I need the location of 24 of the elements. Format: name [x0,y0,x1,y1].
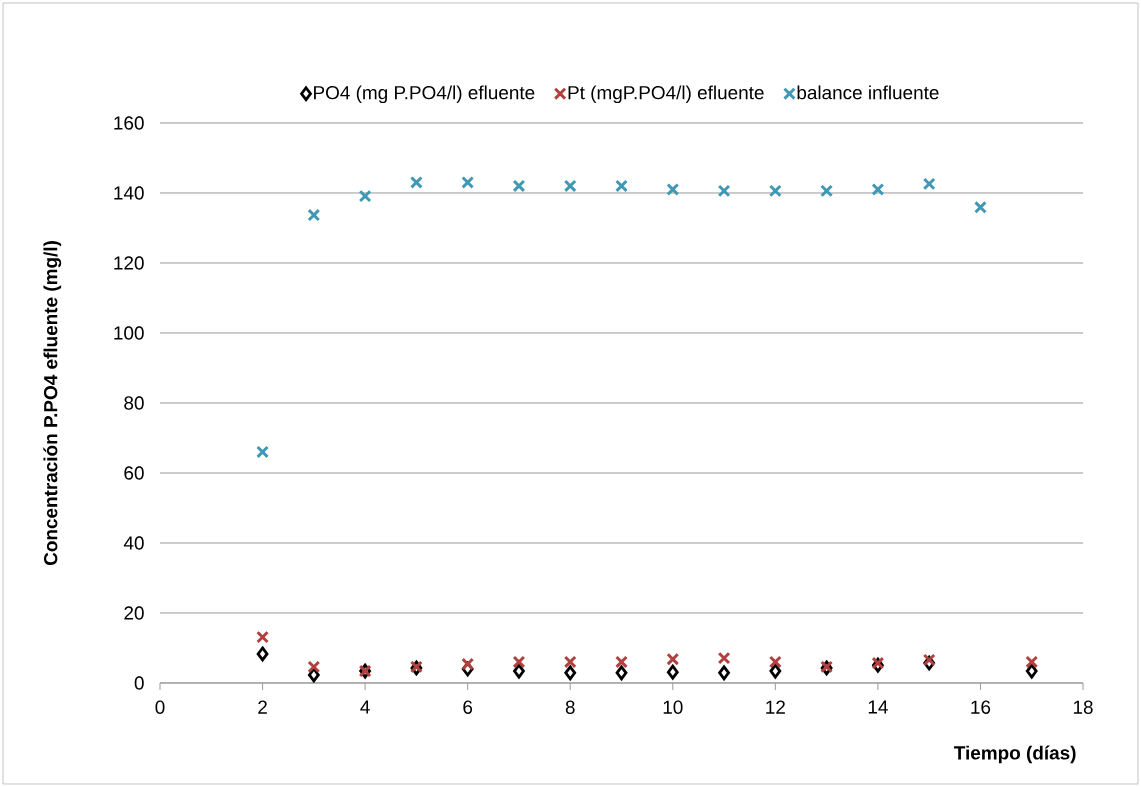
y-tick-label: 160 [114,116,144,130]
y-tick-label: 80 [124,396,144,410]
legend-label: balance influente [797,85,939,100]
y-tick-label: 100 [114,326,144,340]
x-tick-label: 2 [258,700,267,714]
x-tick-label: 6 [463,700,473,714]
x-tick-label: 18 [1073,700,1093,714]
x-tick-label: 14 [868,700,888,714]
y-axis-title: Concentración P.PO4 efluente (mg/l) [43,241,62,566]
y-tick-label: 0 [134,676,144,690]
legend-label: PO4 (mg P.PO4/l) efluente [314,85,535,104]
y-tick-label: 140 [114,186,144,200]
x-tick-label: 10 [663,700,683,714]
x-tick-label: 0 [155,700,165,714]
x-tick-label: 12 [766,700,785,714]
x-axis-title: Tiempo (días) [954,745,1076,764]
y-tick-label: 120 [114,256,144,270]
x-tick-label: 4 [360,700,370,714]
x-tick-label: 8 [565,700,575,714]
x-tick-label: 16 [971,700,991,714]
y-tick-label: 40 [123,536,144,550]
y-tick-label: 60 [124,466,144,480]
y-tick-label: 20 [124,606,144,620]
legend-label: Pt (mgP.PO4/l) efluente [568,85,764,104]
